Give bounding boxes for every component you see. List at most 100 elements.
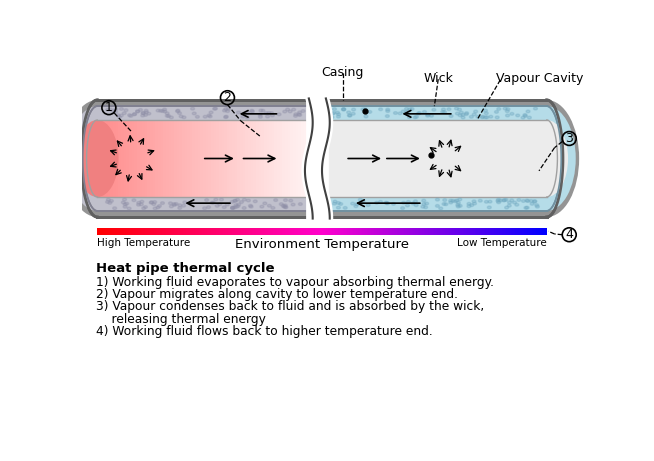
Ellipse shape bbox=[182, 204, 186, 207]
Bar bbox=[238, 228, 240, 235]
Bar bbox=[443, 228, 445, 235]
Ellipse shape bbox=[176, 109, 180, 112]
Bar bbox=[430, 228, 432, 235]
Ellipse shape bbox=[161, 110, 164, 112]
Ellipse shape bbox=[269, 112, 273, 114]
Bar bbox=[172, 228, 174, 235]
Ellipse shape bbox=[224, 115, 228, 118]
Ellipse shape bbox=[226, 110, 230, 112]
Ellipse shape bbox=[460, 111, 463, 114]
Bar bbox=[97, 106, 309, 211]
Bar bbox=[210, 228, 211, 235]
Bar bbox=[497, 228, 499, 235]
Ellipse shape bbox=[207, 114, 211, 117]
Bar bbox=[247, 228, 249, 235]
Bar bbox=[138, 228, 139, 235]
Ellipse shape bbox=[402, 201, 405, 204]
Bar bbox=[226, 228, 228, 235]
Bar bbox=[326, 106, 547, 211]
Ellipse shape bbox=[120, 114, 123, 117]
Ellipse shape bbox=[352, 108, 356, 111]
Bar bbox=[422, 228, 424, 235]
Bar bbox=[195, 228, 197, 235]
Bar bbox=[479, 228, 481, 235]
Ellipse shape bbox=[526, 200, 530, 202]
Bar bbox=[254, 228, 256, 235]
Ellipse shape bbox=[123, 206, 127, 208]
Ellipse shape bbox=[140, 200, 144, 203]
Ellipse shape bbox=[172, 203, 176, 206]
Bar bbox=[442, 228, 444, 235]
Ellipse shape bbox=[111, 110, 115, 113]
Bar bbox=[192, 228, 194, 235]
Ellipse shape bbox=[439, 207, 443, 210]
Bar bbox=[526, 228, 528, 235]
Bar bbox=[396, 228, 397, 235]
Bar bbox=[455, 228, 457, 235]
Bar bbox=[222, 120, 225, 197]
Bar bbox=[411, 228, 412, 235]
Ellipse shape bbox=[330, 116, 334, 118]
Ellipse shape bbox=[424, 202, 428, 205]
Bar bbox=[311, 228, 313, 235]
Bar bbox=[382, 228, 384, 235]
Bar bbox=[165, 228, 167, 235]
Ellipse shape bbox=[449, 115, 453, 118]
Ellipse shape bbox=[494, 111, 498, 113]
Bar bbox=[322, 228, 324, 235]
Bar bbox=[245, 120, 249, 197]
Ellipse shape bbox=[483, 116, 487, 119]
Bar bbox=[494, 228, 496, 235]
Ellipse shape bbox=[114, 108, 118, 111]
Bar bbox=[502, 228, 504, 235]
Ellipse shape bbox=[472, 200, 476, 203]
Bar bbox=[268, 228, 270, 235]
Bar bbox=[139, 120, 143, 197]
Ellipse shape bbox=[510, 112, 514, 115]
Ellipse shape bbox=[366, 204, 370, 207]
Text: 4) Working fluid flows back to higher temperature end.: 4) Working fluid flows back to higher te… bbox=[95, 325, 432, 338]
Ellipse shape bbox=[128, 207, 131, 210]
Bar bbox=[97, 106, 309, 211]
Ellipse shape bbox=[523, 115, 527, 117]
Bar bbox=[114, 228, 116, 235]
Bar bbox=[281, 228, 283, 235]
Bar bbox=[397, 228, 399, 235]
Ellipse shape bbox=[208, 115, 212, 118]
Ellipse shape bbox=[506, 108, 510, 111]
Bar bbox=[496, 228, 498, 235]
Text: Vapour Cavity: Vapour Cavity bbox=[496, 72, 584, 85]
Ellipse shape bbox=[152, 203, 156, 206]
Ellipse shape bbox=[348, 114, 352, 117]
Ellipse shape bbox=[351, 112, 355, 115]
Ellipse shape bbox=[169, 205, 173, 208]
Bar bbox=[167, 228, 169, 235]
Ellipse shape bbox=[447, 108, 451, 111]
Ellipse shape bbox=[363, 108, 367, 111]
Bar bbox=[509, 228, 511, 235]
Bar bbox=[290, 228, 292, 235]
Bar bbox=[453, 228, 455, 235]
Ellipse shape bbox=[230, 201, 234, 203]
Bar bbox=[298, 228, 300, 235]
Bar bbox=[202, 228, 204, 235]
Ellipse shape bbox=[143, 206, 147, 208]
Ellipse shape bbox=[461, 113, 465, 116]
Bar bbox=[326, 228, 328, 235]
Ellipse shape bbox=[122, 112, 126, 115]
Bar bbox=[235, 120, 238, 197]
Ellipse shape bbox=[333, 200, 337, 203]
Ellipse shape bbox=[461, 116, 465, 119]
Bar bbox=[538, 228, 540, 235]
Ellipse shape bbox=[179, 115, 183, 118]
Ellipse shape bbox=[408, 108, 412, 111]
Bar bbox=[449, 228, 451, 235]
Ellipse shape bbox=[456, 205, 460, 208]
Bar bbox=[527, 228, 529, 235]
Ellipse shape bbox=[109, 200, 113, 202]
Ellipse shape bbox=[361, 108, 365, 111]
Bar bbox=[259, 228, 261, 235]
Bar bbox=[228, 228, 230, 235]
Ellipse shape bbox=[182, 116, 186, 118]
Ellipse shape bbox=[263, 202, 267, 205]
